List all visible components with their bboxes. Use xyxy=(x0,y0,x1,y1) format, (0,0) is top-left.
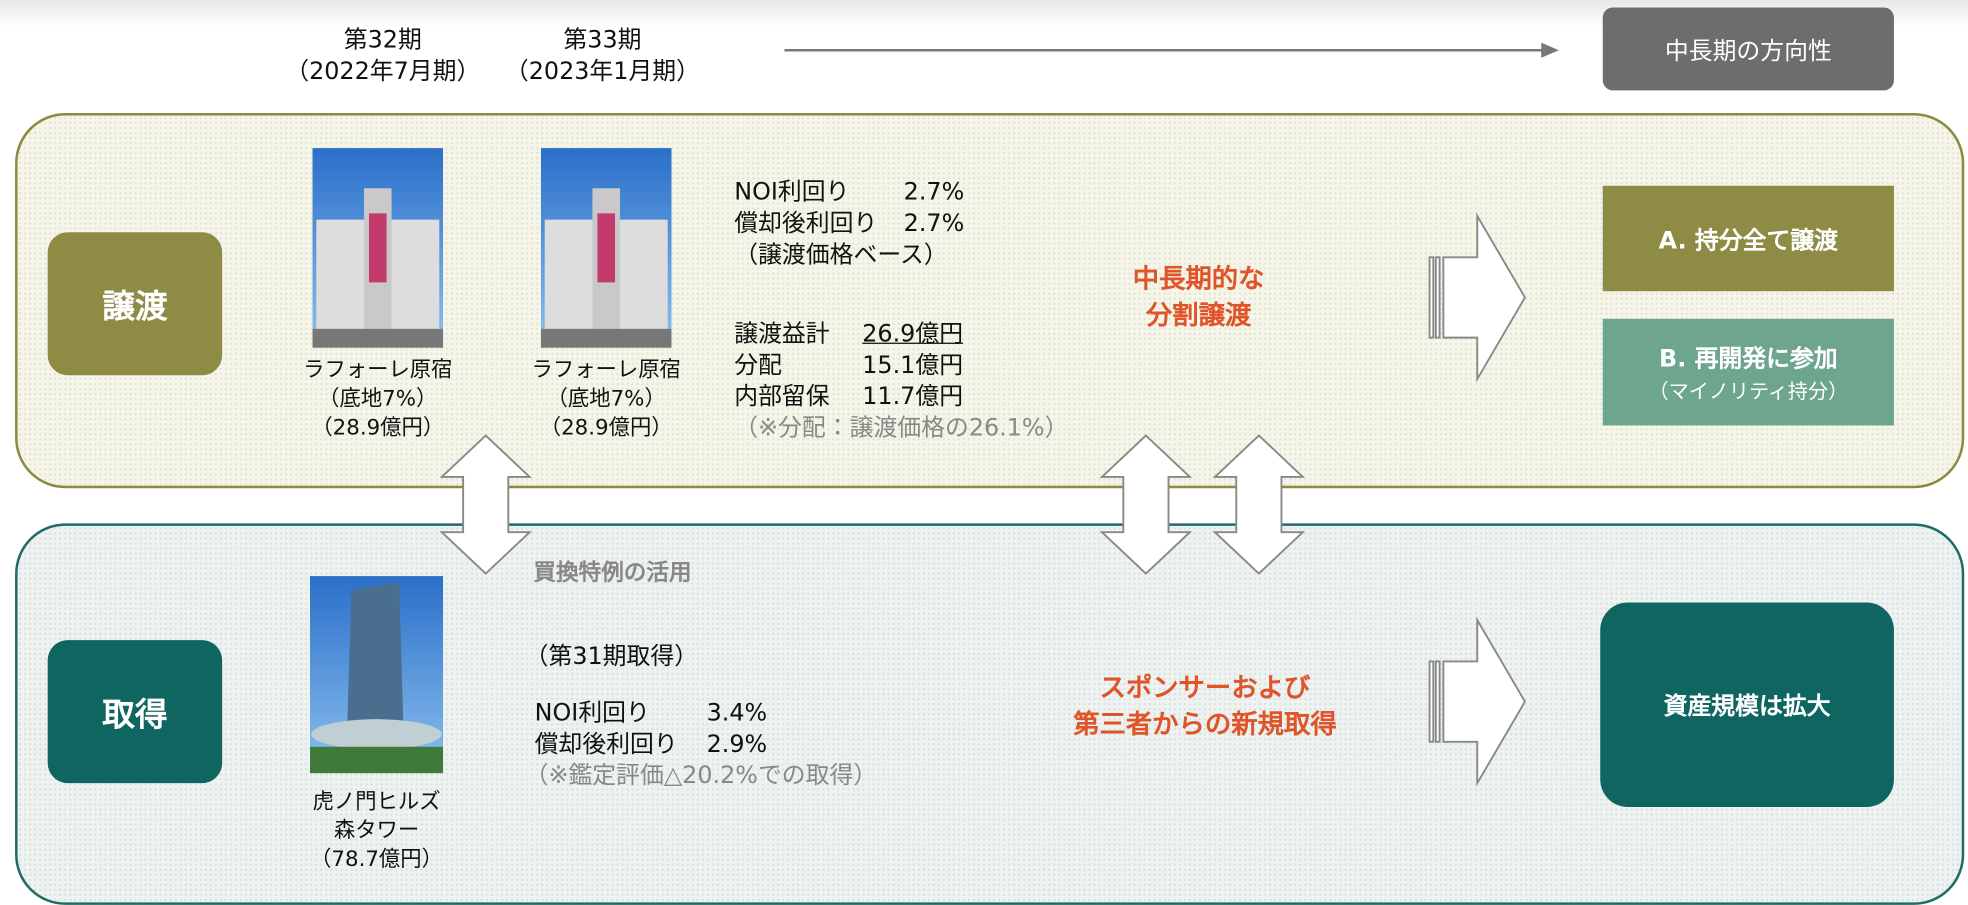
plan-line: 分割譲渡 xyxy=(1073,297,1324,333)
property-name: 森タワー xyxy=(282,817,470,846)
property-name: ラフォーレ原宿 xyxy=(512,356,700,385)
double-arrow xyxy=(442,436,530,574)
gain-value: 15.1億円 xyxy=(862,351,963,379)
gain-value: 11.7億円 xyxy=(862,383,963,411)
option-box: B. 再開発に参加 （マイノリティ持分） xyxy=(1603,319,1894,426)
option-title: A. 持分全て譲渡 xyxy=(1659,222,1838,256)
plan-line: 第三者からの新規取得 xyxy=(1029,707,1380,743)
yield-label: 償却後利回り xyxy=(535,729,707,760)
arrow-stripe xyxy=(1436,257,1440,337)
gain-note: （※分配：譲渡価格の26.1%） xyxy=(734,413,1068,444)
yield-basis: （譲渡価格ベース） xyxy=(734,240,964,271)
double-arrow xyxy=(1215,436,1303,574)
property-price: （78.7億円） xyxy=(282,846,470,875)
right-arrow xyxy=(1443,216,1525,379)
plan: 中長期的な 分割譲渡 xyxy=(1073,261,1324,334)
outcome-box: 資産規模は拡大 xyxy=(1600,602,1894,807)
right-arrows xyxy=(1430,216,1525,783)
photo xyxy=(541,148,672,348)
label-box: 取得 xyxy=(48,640,222,783)
label: 譲渡 xyxy=(102,281,167,327)
gain-label: 譲渡益計 xyxy=(734,319,862,350)
property-name: ラフォーレ原宿 xyxy=(284,356,472,385)
photo xyxy=(313,148,444,348)
arrow-stripe xyxy=(1436,661,1440,741)
outcome: 資産規模は拡大 xyxy=(1664,688,1831,722)
yield-value: 2.7% xyxy=(904,210,965,238)
label: 取得 xyxy=(102,688,167,734)
arrow-stripe xyxy=(1430,661,1434,741)
property-name: 虎ノ門ヒルズ xyxy=(282,788,470,817)
direction: 中長期の方向性 xyxy=(1665,32,1832,66)
gain-label: 分配 xyxy=(734,350,862,381)
yield-value: 2.9% xyxy=(707,730,768,758)
photo xyxy=(310,576,443,773)
period: （第31期取得） xyxy=(525,641,698,672)
property-note: （底地7%） xyxy=(512,385,700,414)
property-note: （底地7%） xyxy=(284,385,472,414)
acq-note: （※鑑定評価△20.2%での取得） xyxy=(525,761,878,792)
yield-value: 2.7% xyxy=(904,178,965,206)
property-price: （28.9億円） xyxy=(512,414,700,443)
gain-label: 内部留保 xyxy=(734,382,862,413)
plan-line: 中長期的な xyxy=(1073,261,1324,297)
right-arrow xyxy=(1443,620,1525,783)
arrow-stripe xyxy=(1430,257,1434,337)
caption: ラフォーレ原宿 （底地7%） （28.9億円） xyxy=(512,356,700,443)
plan-line: スポンサーおよび xyxy=(1029,670,1380,706)
label-box: 譲渡 xyxy=(48,232,222,375)
diagram: 第32期 （2022年7月期） 第33期 （2023年1月期） xyxy=(0,0,1968,891)
property-price: （28.9億円） xyxy=(284,414,472,443)
arrow-head xyxy=(1541,43,1559,58)
page: 第32期 （2022年7月期） 第33期 （2023年1月期） xyxy=(0,0,1968,891)
caption: 虎ノ門ヒルズ 森タワー （78.7億円） xyxy=(282,788,470,875)
double-arrow xyxy=(1102,436,1190,574)
yield-label: 償却後利回り xyxy=(734,208,903,239)
yield-label: NOI利回り xyxy=(535,698,707,729)
exchange-note: 買換特例の活用 xyxy=(533,555,691,588)
option-box: A. 持分全て譲渡 xyxy=(1603,186,1894,291)
plan: スポンサーおよび 第三者からの新規取得 xyxy=(1029,670,1380,743)
option-title: B. 再開発に参加 xyxy=(1659,340,1838,374)
caption: ラフォーレ原宿 （底地7%） （28.9億円） xyxy=(284,356,472,443)
double-arrows xyxy=(442,436,1303,574)
gain-value: 26.9億円 xyxy=(862,320,963,348)
option-sub: （マイノリティ持分） xyxy=(1649,374,1849,404)
yield-value: 3.4% xyxy=(707,699,768,727)
yield-label: NOI利回り xyxy=(734,177,903,208)
direction-box: 中長期の方向性 xyxy=(1603,8,1894,91)
